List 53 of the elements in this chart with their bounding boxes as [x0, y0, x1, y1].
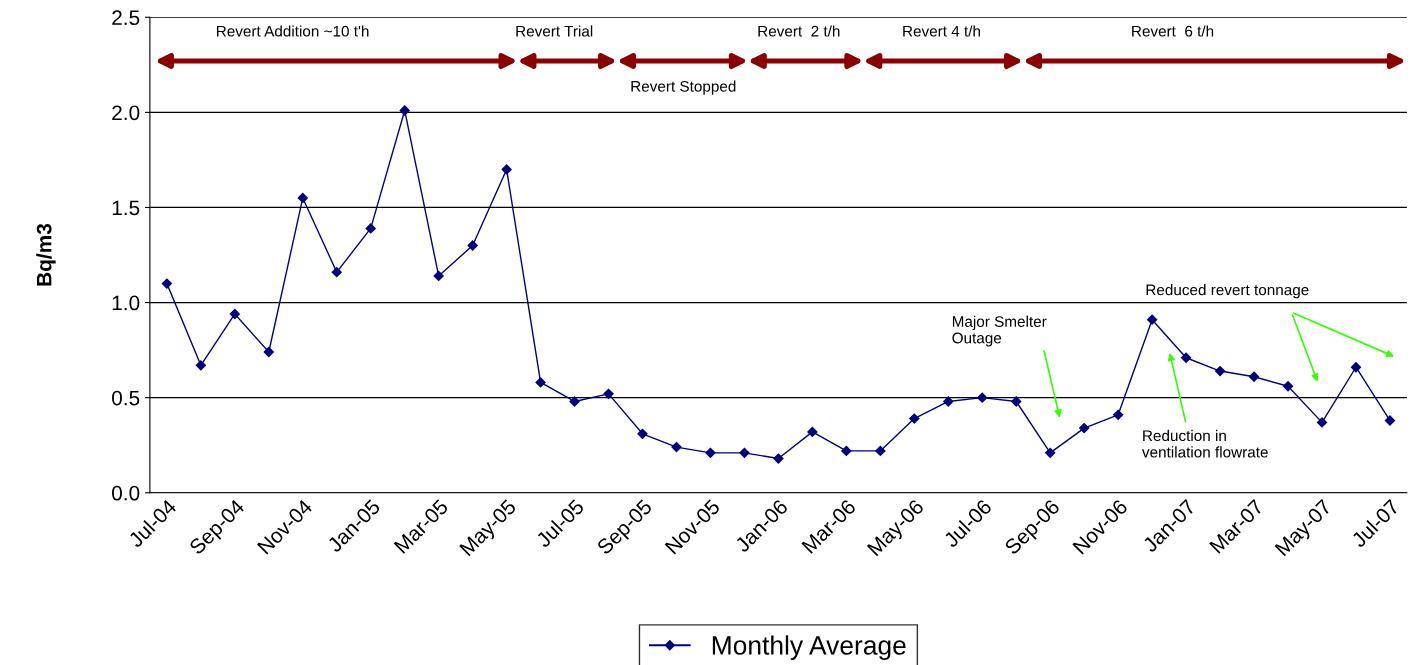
point: [263, 346, 274, 358]
point: [1282, 381, 1294, 392]
point: [977, 392, 988, 403]
point: [161, 278, 172, 289]
point: [671, 442, 682, 453]
point: [1248, 371, 1260, 382]
y-tick-label: 0.5: [112, 390, 140, 406]
point: [1180, 352, 1192, 363]
point: [195, 360, 206, 371]
point: [297, 192, 308, 204]
point: [841, 445, 852, 457]
point: [943, 396, 954, 407]
point: [1350, 362, 1362, 373]
point: [807, 426, 818, 438]
point: [1214, 365, 1226, 377]
point: [1045, 447, 1056, 458]
point: [501, 164, 512, 175]
y-axis-title: Bq/m3: [36, 223, 56, 286]
annotation: Reduction in ventilation flowrate: [1141, 429, 1268, 458]
point: [1316, 417, 1328, 428]
annotation: Revert Addition ~10 t'h: [216, 25, 369, 37]
point: [535, 377, 546, 388]
point: [773, 453, 784, 464]
point: [229, 308, 240, 320]
annotation: Revert 2 t/h: [758, 25, 840, 37]
point: [739, 447, 750, 458]
point: [1113, 409, 1124, 420]
point: [637, 428, 648, 439]
annotation: Major Smelter Outage: [952, 315, 1047, 347]
point: [433, 270, 444, 282]
point: [365, 223, 376, 234]
annotation: Revert 6 t/h: [1132, 25, 1214, 37]
point: [603, 388, 614, 399]
annotation: Revert 4 t/h: [903, 25, 980, 37]
point: [399, 105, 410, 116]
annotation: Reduced revert tonnage: [1146, 284, 1309, 299]
point: [1079, 422, 1090, 434]
point: [331, 267, 342, 278]
y-tick-label: 2.0: [112, 105, 140, 121]
point: [1011, 396, 1022, 407]
point: [705, 447, 716, 458]
annotation: Revert Trial: [516, 25, 593, 37]
point: [909, 413, 920, 424]
y-tick-label: 0.0: [112, 485, 140, 501]
point: [875, 445, 886, 457]
y-tick-label: 1.0: [112, 295, 140, 311]
y-tick-label: 2.5: [112, 10, 140, 26]
point: [467, 240, 478, 251]
legend-label: Monthly Average: [712, 635, 906, 660]
y-tick-label: 1.5: [112, 200, 140, 216]
point: [1147, 314, 1158, 325]
point: [569, 396, 580, 407]
annotation: Revert Stopped: [631, 80, 736, 95]
